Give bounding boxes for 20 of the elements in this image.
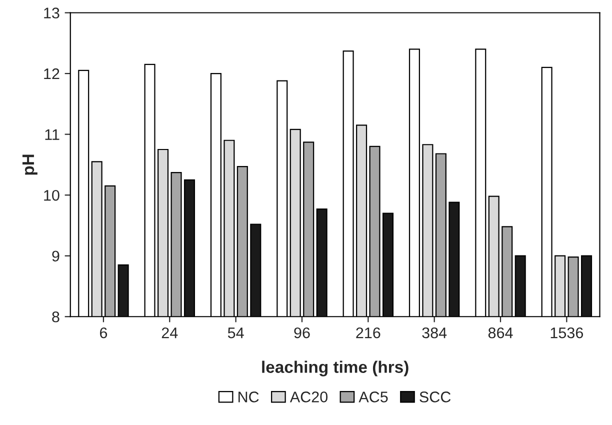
x-tick-label: 1536 (550, 327, 583, 338)
y-tick-label: 8 (52, 311, 60, 322)
legend-label: AC5 (358, 392, 388, 402)
x-tick-label: 96 (294, 327, 310, 338)
y-axis-title: pH (22, 154, 38, 175)
x-axis-title: leaching time (hrs) (262, 360, 408, 376)
x-tick-label: 216 (356, 327, 380, 338)
legend-label: NC (238, 392, 259, 402)
x-tick-label: 384 (422, 327, 447, 338)
x-tick-label: 6 (100, 327, 108, 338)
y-tick-label: 9 (52, 250, 60, 262)
y-tick-label: 13 (44, 8, 60, 18)
y-tick-label: 12 (44, 68, 60, 80)
legend-label: AC20 (290, 392, 328, 402)
x-tick-label: 24 (162, 327, 178, 338)
x-tick-label: 864 (488, 327, 513, 338)
y-tick-label: 11 (45, 129, 60, 140)
x-tick-label: 54 (228, 328, 244, 338)
y-tick-label: 10 (44, 190, 60, 201)
legend-label: SCC (420, 392, 451, 402)
